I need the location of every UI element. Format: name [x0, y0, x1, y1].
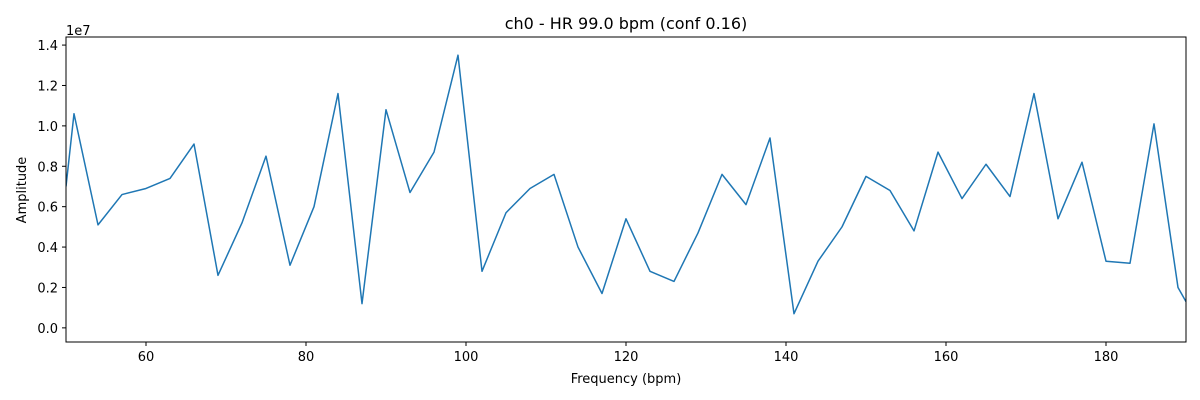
x-tick-label: 160: [934, 350, 959, 365]
y-tick-label: 1.0: [37, 120, 58, 135]
x-axis-label: Frequency (bpm): [571, 372, 682, 387]
y-tick-label: 1.2: [37, 79, 58, 94]
plot-frame: [65, 36, 1187, 343]
y-tick-label: 0.2: [37, 281, 58, 296]
y-tick-label: 0.8: [37, 160, 58, 175]
y-tick-label: 0.0: [37, 322, 58, 337]
x-tick-label: 180: [1094, 350, 1119, 365]
series-line-0: [66, 54, 1186, 315]
y-tick-label: 0.4: [37, 241, 58, 256]
x-tick-label: 80: [298, 350, 315, 365]
x-tick-label: 120: [614, 350, 639, 365]
y-tick-label: 0.6: [37, 201, 58, 216]
x-tick-label: 140: [774, 350, 799, 365]
y-axis-offset-label: 1e7: [66, 24, 91, 39]
y-axis-label: Amplitude: [15, 157, 30, 224]
y-axis: 0.0 0.2 0.4 0.6 0.8 1.0 1.2 1.4: [37, 39, 66, 337]
x-axis: 60 80 100 120 140 160 180: [138, 342, 1119, 365]
y-tick-label: 1.4: [37, 39, 58, 54]
x-tick-label: 60: [138, 350, 155, 365]
chart-title: ch0 - HR 99.0 bpm (conf 0.16): [505, 14, 748, 33]
plot-area: [66, 54, 1186, 315]
x-tick-label: 100: [454, 350, 479, 365]
